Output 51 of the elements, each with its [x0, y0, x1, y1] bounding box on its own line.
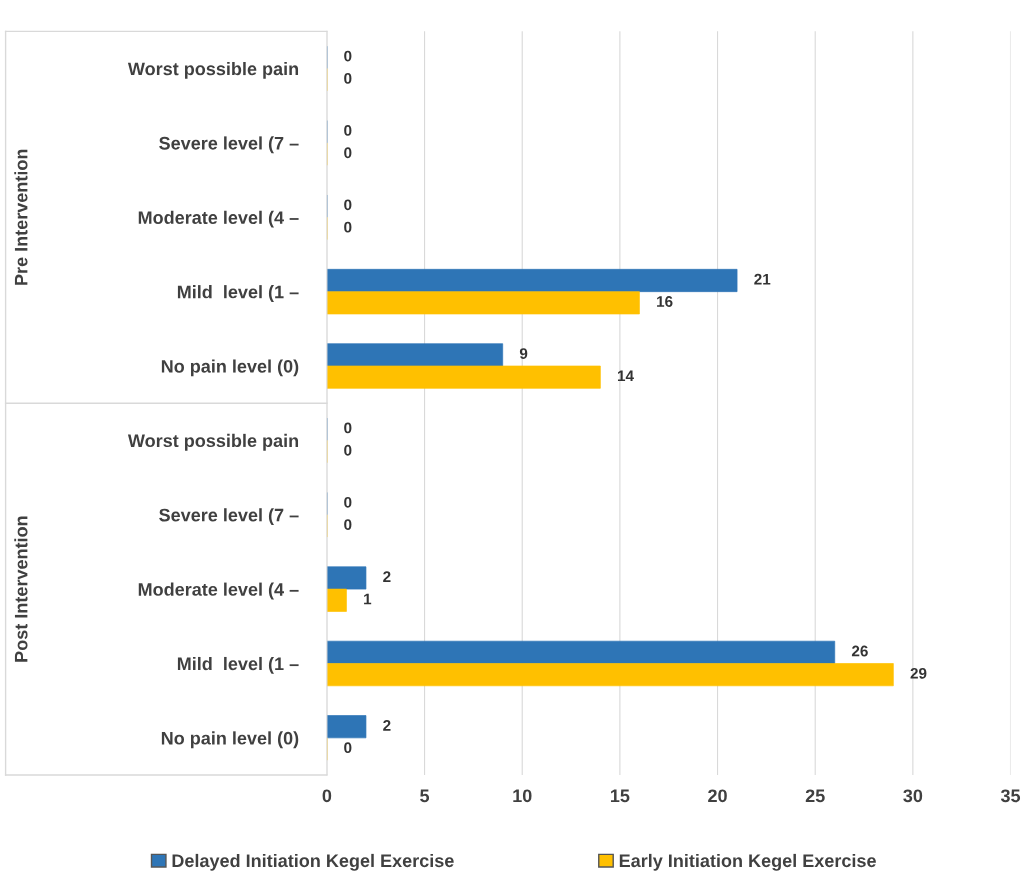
x-tick-label: 25: [805, 789, 825, 803]
x-tick-label: 5: [420, 789, 430, 803]
bar: [326, 715, 367, 739]
y-tick-label: Severe level (7 –: [159, 136, 299, 154]
y-tick-label: Mild level (1 –: [177, 656, 299, 674]
y-tick-label: Worst possible pain: [127, 62, 299, 79]
y-tick-label: No pain level (0): [161, 731, 299, 749]
data-label: 0: [344, 742, 352, 754]
x-tick-label: 0: [322, 789, 332, 803]
y-tick-label: Moderate level (4 –: [138, 582, 299, 600]
legend-label: Early Initiation Kegel Exercise: [619, 853, 876, 871]
data-label: 16: [657, 296, 673, 307]
data-label: 2: [383, 719, 391, 731]
data-label: 0: [344, 72, 352, 84]
x-tick-label: 10: [513, 789, 532, 803]
bar: [326, 365, 601, 389]
data-label: 29: [910, 667, 927, 679]
y-tick-label: Worst possible pain: [127, 433, 299, 451]
data-label: 1: [364, 593, 372, 605]
x-tick-label: 15: [610, 789, 630, 803]
data-label: 26: [851, 645, 868, 657]
bar: [326, 291, 640, 315]
y-tick-label: Severe level (7 –: [159, 508, 299, 526]
data-label: 0: [344, 50, 352, 62]
data-label: 21: [754, 273, 771, 285]
x-tick-label: 30: [903, 789, 923, 803]
x-tick-label: 35: [1000, 789, 1021, 803]
x-tick-label: 20: [708, 789, 727, 803]
data-label: 0: [344, 221, 352, 233]
data-label: 0: [344, 199, 352, 211]
y-tick-label: Moderate level (4 –: [138, 210, 299, 228]
data-label: 0: [344, 444, 352, 456]
data-label: 0: [344, 147, 352, 159]
legend-label: Delayed Initiation Kegel Exercise: [172, 853, 454, 871]
data-label: 2: [383, 571, 391, 582]
data-label: 0: [344, 422, 352, 434]
text: Pre Intervention: [14, 149, 28, 285]
bar: [326, 268, 738, 292]
bar: [326, 343, 504, 367]
data-label: 0: [344, 125, 352, 136]
bar: [326, 663, 894, 687]
bar: [326, 566, 367, 590]
text: Post Intervention: [14, 516, 28, 662]
data-label: 14: [617, 370, 634, 382]
y-tick-label: Mild level (1 –: [177, 285, 299, 302]
data-label: 0: [344, 496, 352, 508]
y-tick-label: No pain level (0): [161, 359, 299, 377]
data-label: 0: [344, 519, 352, 531]
data-label: 9: [519, 348, 528, 359]
bar: [326, 640, 836, 664]
bar: [326, 588, 347, 612]
